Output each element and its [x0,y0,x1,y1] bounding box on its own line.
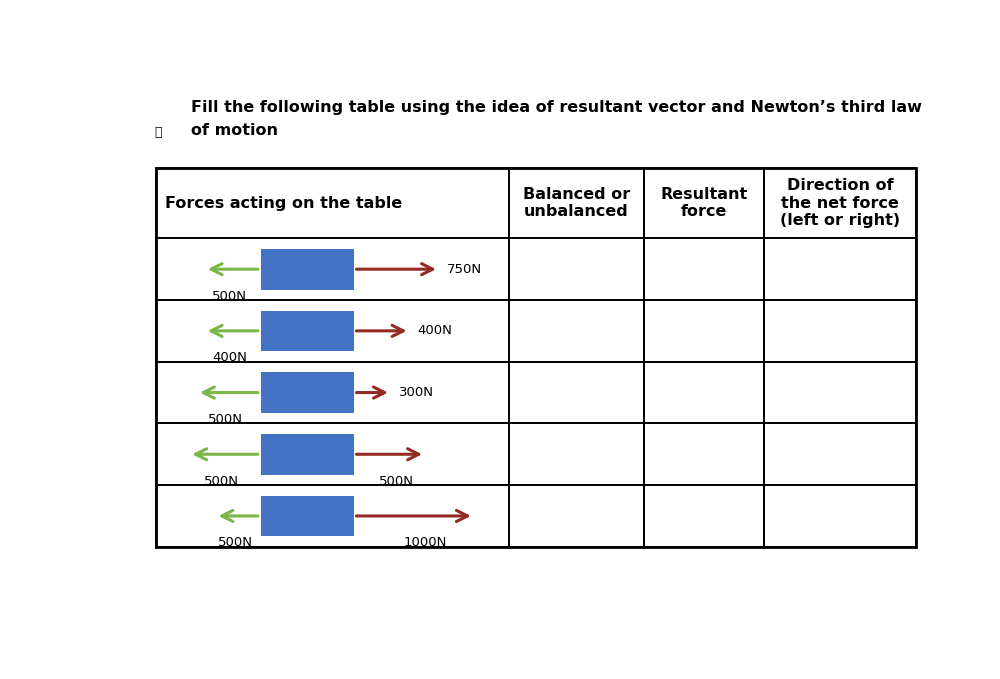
Text: Balanced or
unbalanced: Balanced or unbalanced [523,187,630,219]
Bar [509,238,644,300]
Text: 500N: 500N [208,413,243,426]
Text: Direction of
the net force
(left or right): Direction of the net force (left or righ… [780,178,900,228]
Bar [261,496,354,536]
Bar [764,362,916,424]
Bar [644,238,764,300]
Bar [156,300,509,362]
Bar [261,372,354,413]
Bar [156,424,509,485]
Text: Resultant
force: Resultant force [661,187,748,219]
Text: 500N: 500N [379,475,414,488]
Text: 400N: 400N [417,325,452,337]
Bar [644,168,764,238]
Bar [764,300,916,362]
Text: of motion: of motion [191,124,278,139]
Bar [509,424,644,485]
Bar [509,168,644,238]
Bar [156,168,509,238]
Text: 750N: 750N [447,263,482,276]
Bar [156,168,916,547]
Bar [764,485,916,547]
Bar [156,362,509,424]
Bar [509,362,644,424]
Text: 500N: 500N [204,475,239,488]
Bar [644,300,764,362]
Bar [644,362,764,424]
Bar [764,424,916,485]
Text: 300N: 300N [399,386,434,399]
Bar [764,238,916,300]
Bar [644,424,764,485]
Text: 400N: 400N [212,351,247,364]
Text: Fill the following table using the idea of resultant vector and Newton’s third l: Fill the following table using the idea … [191,100,922,115]
Text: ⤢: ⤢ [154,126,162,139]
Bar [261,310,354,351]
Bar [156,238,509,300]
Bar [644,485,764,547]
Text: Forces acting on the table: Forces acting on the table [165,196,403,210]
Bar [764,168,916,238]
Bar [156,485,509,547]
Text: 1000N: 1000N [404,536,447,549]
Bar [261,249,354,289]
Bar [509,300,644,362]
Text: 500N: 500N [212,289,247,303]
Bar [509,485,644,547]
Bar [261,434,354,475]
Text: 500N: 500N [218,536,253,549]
